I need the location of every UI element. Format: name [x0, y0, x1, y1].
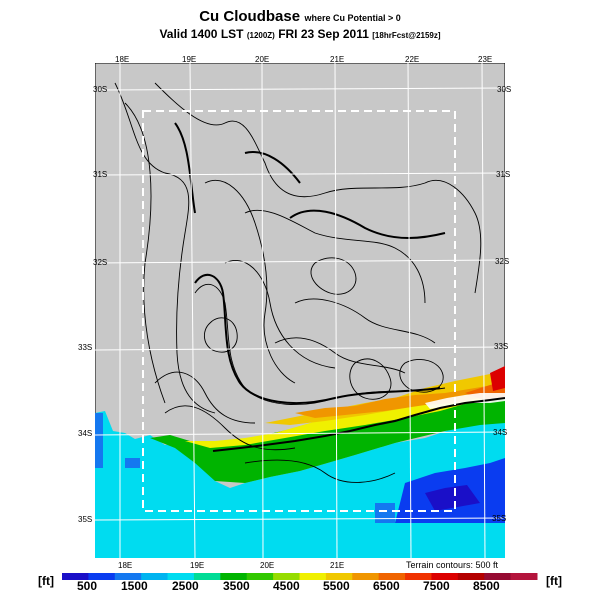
colorbar-tick-label: 2500 [172, 579, 199, 593]
map-panel[interactable]: 18E 19E 20E 21E 22E 23E [94, 52, 506, 559]
title-main: Cu Cloudbase [199, 8, 301, 25]
lon-label-18e-top: 18E [115, 55, 130, 64]
lon-label-18e-bottom: 18E [118, 561, 133, 570]
lon-label-21e-bottom: 21E [330, 561, 345, 570]
lat-label-34s-right: 34S [493, 428, 508, 437]
lat-label-35s-left: 35S [78, 515, 93, 524]
colorbar-swatch [62, 573, 89, 580]
colorbar-tick-label: 1500 [121, 579, 148, 593]
colorbar-swatch [457, 573, 485, 580]
lat-label-30s-right: 30S [497, 85, 512, 94]
map-svg: 18E 19E 20E 21E 22E 23E [94, 52, 506, 559]
lat-label-34s-left: 34S [78, 429, 93, 438]
colorbar-swatch [273, 573, 300, 580]
lon-label-19e-top: 19E [182, 55, 197, 64]
lat-label-35s-right: 35S [492, 514, 507, 523]
map-subtitle: Valid 1400 LST (1200Z) FRI 23 Sep 2011 [… [0, 27, 600, 41]
terrain-contours-note: Terrain contours: 500 ft [405, 560, 498, 570]
ocean-area [95, 411, 505, 558]
colorbar-svg: 500 1500 2500 3500 4500 5500 6500 7500 8… [62, 573, 538, 593]
lon-label-22e-top: 22E [405, 55, 420, 64]
lon-label-20e-bottom: 20E [260, 561, 275, 570]
colorbar-tick-label: 8500 [473, 579, 500, 593]
colorbar-swatch [193, 573, 221, 580]
colorbar-swatch [352, 573, 380, 580]
colorbar-swatch [114, 573, 142, 580]
cloudbase-contours [174, 122, 446, 404]
colorbar-ticks: 500 1500 2500 3500 4500 5500 6500 7500 8… [77, 579, 500, 593]
colorbar-swatch [141, 573, 169, 580]
lat-label-32s-left: 32S [93, 258, 108, 267]
forecast-note: [18hrFcst@2159z] [372, 31, 441, 40]
colorbar-swatch [484, 573, 512, 580]
colorbar-tick-label: 5500 [323, 579, 350, 593]
colorbar-swatch [299, 573, 327, 580]
colorbar-tick-label: 500 [77, 579, 97, 593]
unit-label-right: [ft] [546, 574, 562, 588]
lat-label-33s-left: 33S [78, 343, 93, 352]
map-title: Cu Cloudbase where Cu Potential > 0 [0, 8, 600, 26]
valid-z: (1200Z) [246, 31, 275, 40]
colorbar-swatch [325, 573, 353, 580]
lat-label-32s-right: 32S [495, 257, 510, 266]
lat-lon-grid [94, 62, 506, 559]
title-note: where Cu Potential > 0 [304, 13, 401, 23]
colorbar-swatch [167, 573, 195, 580]
colorbar-tick-label: 3500 [223, 579, 250, 593]
valid-prefix: Valid 1400 LST [159, 27, 244, 41]
lon-label-21e-top: 21E [330, 55, 345, 64]
colorbar-tick-label: 7500 [423, 579, 450, 593]
lon-label-20e-top: 20E [255, 55, 270, 64]
colorbar-swatch [405, 573, 432, 580]
colorbar-tick-label: 6500 [373, 579, 400, 593]
lon-label-19e-bottom: 19E [190, 561, 205, 570]
colorbar-swatch [246, 573, 274, 580]
lat-label-31s-right: 31S [496, 170, 511, 179]
colorbar-swatch [220, 573, 248, 580]
colorbar-swatches [62, 573, 538, 580]
lat-label-30s-left: 30S [93, 85, 108, 94]
lon-label-23e-top: 23E [478, 55, 493, 64]
inner-domain-frame [142, 110, 456, 512]
lat-label-31s-left: 31S [93, 170, 108, 179]
colorbar-tick-label: 4500 [273, 579, 300, 593]
colorbar-swatch [378, 573, 406, 580]
colorbar-swatch [431, 573, 459, 580]
valid-date: FRI 23 Sep 2011 [278, 27, 369, 41]
cloudbase-band [150, 366, 506, 483]
unit-label-left: [ft] [38, 574, 54, 588]
lat-label-33s-right: 33S [494, 342, 509, 351]
colorbar-swatch [510, 573, 538, 580]
colorbar-swatch [88, 573, 116, 580]
